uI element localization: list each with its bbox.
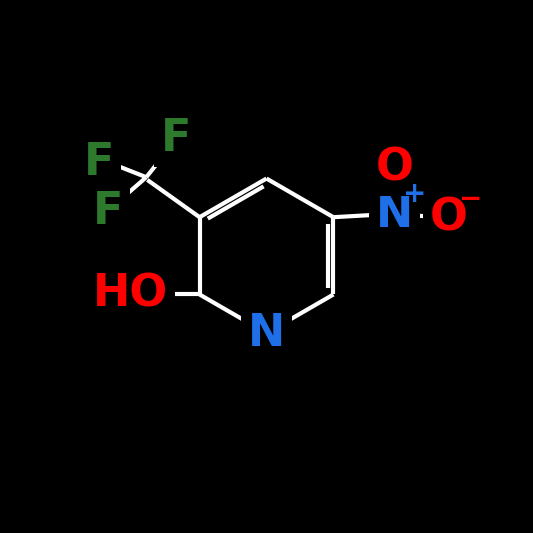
Text: F: F xyxy=(93,190,123,233)
Text: O: O xyxy=(430,196,468,239)
Text: O: O xyxy=(376,146,414,189)
Text: HO: HO xyxy=(93,273,168,316)
Text: +: + xyxy=(403,180,427,208)
Text: F: F xyxy=(84,141,115,184)
Text: N: N xyxy=(376,193,414,236)
Text: F: F xyxy=(160,117,191,160)
Text: −: − xyxy=(459,184,482,213)
Text: N: N xyxy=(248,312,285,354)
